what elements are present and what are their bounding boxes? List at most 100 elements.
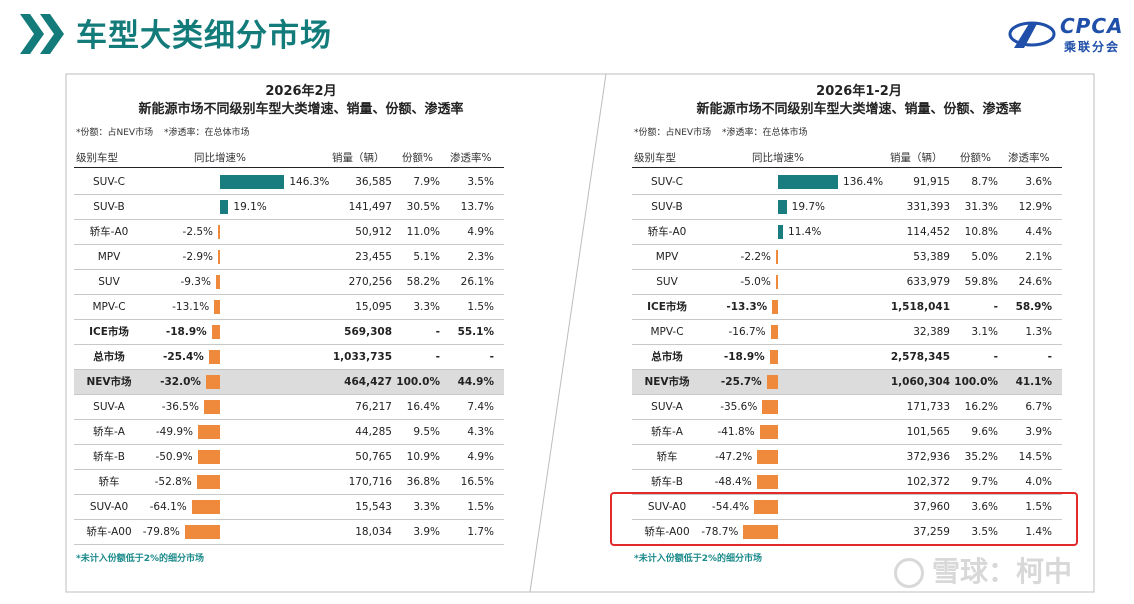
penetration-value: 2.1% <box>1025 251 1052 263</box>
growth-bar <box>220 200 229 214</box>
sales-value: 37,960 <box>913 501 950 513</box>
growth-label: -41.8% <box>717 426 755 438</box>
sales-value: 331,393 <box>906 201 950 213</box>
growth-label: -18.9% <box>165 326 207 338</box>
watermark: 雪球：柯中 <box>894 550 1072 590</box>
penetration-value: 1.4% <box>1025 526 1052 538</box>
row-type: 轿车-A <box>93 426 125 438</box>
share-value: 100.0% <box>396 376 440 388</box>
panel-feb: 2026年2月 新能源市场不同级别车型大类增速、销量、份额、渗透率 *份额：占N… <box>66 70 536 590</box>
table-row: 轿车-A00 -79.8% 18,034 3.9% 1.7% <box>74 520 504 545</box>
share-value: 7.9% <box>413 176 440 188</box>
footnote: *未计入份额低于2%的细分市场 <box>76 554 204 564</box>
share-value: 3.1% <box>971 326 998 338</box>
share-value: - <box>993 301 998 313</box>
share-value: 3.5% <box>971 526 998 538</box>
row-type: MPV-C <box>92 301 126 313</box>
row-type: 总市场 <box>651 351 683 363</box>
share-value: 5.0% <box>971 251 998 263</box>
header-divider <box>74 167 504 168</box>
growth-label: -9.3% <box>180 276 211 288</box>
table-row: SUV -9.3% 270,256 58.2% 26.1% <box>74 270 504 295</box>
penetration-value: 12.9% <box>1018 201 1052 213</box>
share-value: 10.9% <box>406 451 440 463</box>
row-type: 轿车-A00 <box>644 526 690 538</box>
growth-bar <box>772 300 778 314</box>
row-divider <box>74 544 504 545</box>
row-type: SUV-B <box>93 201 125 213</box>
sales-value: 1,060,304 <box>890 376 950 388</box>
sales-value: 102,372 <box>906 476 950 488</box>
sales-value: 141,497 <box>348 201 392 213</box>
growth-label: -35.6% <box>720 401 758 413</box>
row-divider <box>74 469 504 470</box>
row-type: 轿车-A0 <box>89 226 129 238</box>
watermark-text: 雪球：柯中 <box>932 555 1073 588</box>
sales-value: 76,217 <box>355 401 392 413</box>
growth-bar <box>756 475 778 489</box>
growth-label: 136.4% <box>843 176 884 188</box>
row-divider <box>74 519 504 520</box>
growth-bar <box>766 375 778 389</box>
table-row: SUV-A -35.6% 171,733 16.2% 6.7% <box>632 395 1062 420</box>
penetration-value: 58.9% <box>1015 301 1052 313</box>
share-value: 5.1% <box>413 251 440 263</box>
row-type: SUV-C <box>650 176 684 188</box>
growth-bar <box>184 525 220 539</box>
panel-title-desc: 新能源市场不同级别车型大类增速、销量、份额、渗透率 <box>696 102 1022 117</box>
sales-value: 50,912 <box>355 226 392 238</box>
penetration-value: 7.4% <box>467 401 494 413</box>
row-type: MPV-C <box>650 326 684 338</box>
growth-bar <box>220 175 285 189</box>
panel-title-desc: 新能源市场不同级别车型大类增速、销量、份额、渗透率 <box>138 102 464 117</box>
note-penetration: *渗透率：在总体市场 <box>163 128 250 138</box>
penetration-value: 4.4% <box>1025 226 1052 238</box>
growth-label: -13.1% <box>172 301 210 313</box>
growth-label: -54.4% <box>711 501 750 513</box>
penetration-value: 24.6% <box>1018 276 1052 288</box>
header-divider <box>632 167 1062 168</box>
growth-bar <box>205 375 220 389</box>
growth-label: -32.0% <box>160 376 201 388</box>
growth-bar <box>775 275 778 289</box>
row-type: SUV-A0 <box>89 501 129 513</box>
penetration-value: - <box>489 351 494 363</box>
sales-value: 569,308 <box>344 326 392 338</box>
sales-value: 32,389 <box>913 326 950 338</box>
table-row: ICE市场 -18.9% 569,308 - 55.1% <box>74 320 504 345</box>
growth-label: -48.4% <box>714 476 752 488</box>
sales-value: 15,095 <box>355 301 392 313</box>
growth-bar <box>743 525 778 539</box>
growth-bar <box>197 450 220 464</box>
table-row: 总市场 -25.4% 1,033,735 - - <box>74 345 504 370</box>
table-row: SUV-A -36.5% 76,217 16.4% 7.4% <box>74 395 504 420</box>
row-type: MPV <box>97 251 121 263</box>
table-row: 总市场 -18.9% 2,578,345 - - <box>632 345 1062 370</box>
table-row: MPV-C -13.1% 15,095 3.3% 1.5% <box>74 295 504 320</box>
penetration-value: 4.0% <box>1025 476 1052 488</box>
penetration-value: 3.6% <box>1025 176 1052 188</box>
sales-value: 1,033,735 <box>332 351 392 363</box>
penetration-value: 6.7% <box>1025 401 1052 413</box>
col-header-share: 份额% <box>960 152 991 164</box>
row-divider <box>74 294 504 295</box>
sales-value: 170,716 <box>348 476 392 488</box>
row-divider <box>632 494 1062 495</box>
sales-value: 171,733 <box>906 401 950 413</box>
sales-value: 2,578,345 <box>890 351 950 363</box>
row-type: SUV <box>98 276 120 288</box>
share-value: 30.5% <box>406 201 440 213</box>
table-row: MPV-C -16.7% 32,389 3.1% 1.3% <box>632 320 1062 345</box>
chevron-right-icon <box>40 14 64 54</box>
row-type: SUV-C <box>92 176 126 188</box>
penetration-value: 13.7% <box>460 201 494 213</box>
footnote: *未计入份额低于2%的细分市场 <box>634 554 762 564</box>
growth-bar <box>198 425 220 439</box>
growth-label: -49.9% <box>155 426 194 438</box>
row-divider <box>632 419 1062 420</box>
share-value: 8.7% <box>971 176 998 188</box>
growth-label: -79.8% <box>142 526 180 538</box>
growth-bar <box>211 325 220 339</box>
penetration-value: 44.9% <box>457 376 494 388</box>
sales-value: 36,585 <box>355 176 392 188</box>
